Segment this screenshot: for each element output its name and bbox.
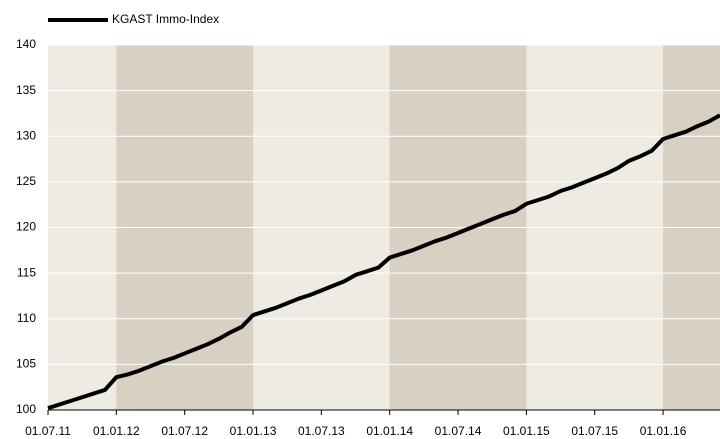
y-tick-label: 105 [16,357,36,371]
y-tick-label: 125 [16,174,36,188]
x-tick-label: 01.01.15 [503,424,550,438]
x-tick-label: 01.07.13 [298,424,345,438]
y-tick-label: 130 [16,128,36,142]
y-tick-label: 115 [17,265,36,279]
x-tick-label: 01.07.12 [161,424,208,438]
x-tick-label: 01.07.11 [25,424,71,438]
y-tick-label: 110 [17,311,36,325]
y-tick-label: 100 [16,402,36,416]
y-tick-label: 120 [16,220,36,234]
x-tick-label: 01.01.13 [230,424,277,438]
x-tick-label: 01.01.14 [366,424,413,438]
x-tick-label: 01.01.12 [93,424,140,438]
y-tick-label: 140 [16,37,36,51]
x-tick-label: 01.01.16 [640,424,687,438]
x-tick-label: 01.07.15 [571,424,618,438]
y-tick-label: 135 [16,83,36,97]
legend-label: KGAST Immo-Index [112,12,219,26]
x-tick-label: 01.07.14 [435,424,482,438]
data-line [47,113,720,411]
